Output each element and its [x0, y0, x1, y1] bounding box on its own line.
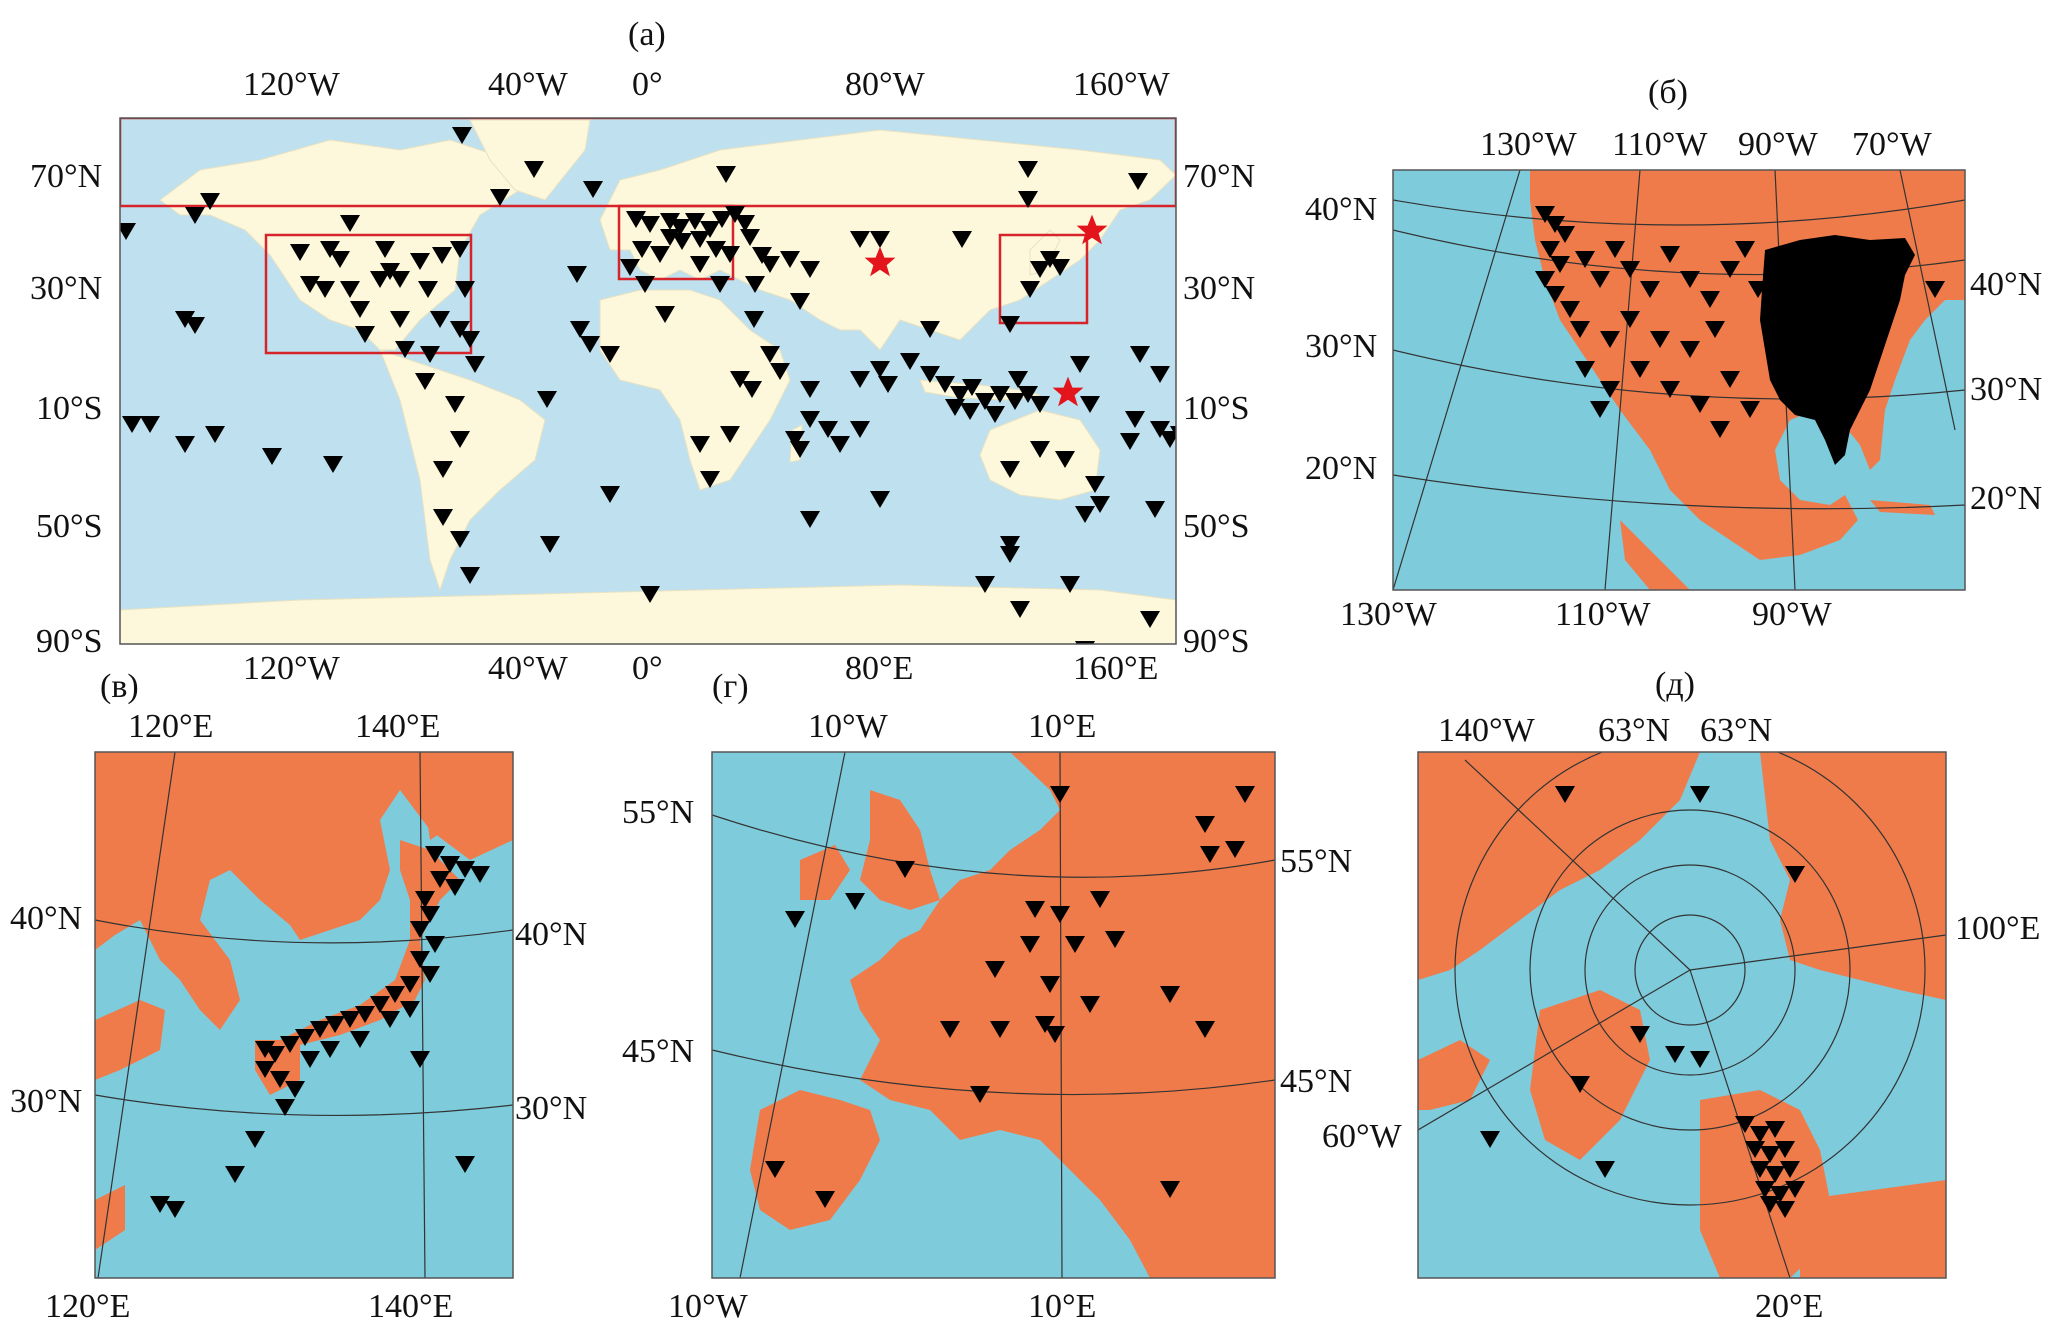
panel-a-bottom-lon-4: 80°E: [845, 650, 914, 687]
panel-c-right-lat-2: 30°N: [515, 1090, 588, 1127]
panel-a-left-lat-1: 70°N: [30, 158, 103, 195]
panel-d-top-lon-2: 10°E: [1028, 708, 1097, 745]
red-star-icon: [1052, 376, 1084, 407]
panel-a-right-lat-2: 30°N: [1183, 270, 1256, 307]
world-map: [120, 118, 1176, 644]
panel-a-right-lat-5: 90°S: [1183, 623, 1250, 660]
panel-b-left-lat-2: 30°N: [1305, 328, 1378, 365]
arctic-border: [1417, 751, 1947, 1279]
panel-c-right-lat-1: 40°N: [515, 916, 588, 953]
panel-b-top-lon-1: 130°W: [1480, 126, 1577, 163]
panel-e-top-label-3: 63°N: [1700, 712, 1773, 749]
red-star-icon: [1076, 214, 1108, 245]
panel-a-top-lon-1: 120°W: [243, 66, 340, 103]
panel-d-tag: (г): [712, 668, 749, 705]
graticule: [95, 752, 513, 1278]
panel-e-top-label-2: 63°N: [1598, 712, 1671, 749]
panel-a-right-lat-4: 50°S: [1183, 508, 1250, 545]
red-star-icon: [864, 246, 896, 277]
panel-a-right-lat-1: 70°N: [1183, 158, 1256, 195]
panel-c-top-lon-1: 120°E: [128, 708, 214, 745]
panel-a-left-lat-2: 30°N: [30, 270, 103, 307]
panel-a-bottom-lon-3: 0°: [632, 650, 663, 687]
panel-a-top-lon-3: 0°: [632, 66, 663, 103]
panel-d-right-lat-2: 45°N: [1280, 1063, 1353, 1100]
panel-b-right-lat-3: 20°N: [1970, 480, 2043, 517]
panel-a-left-lat-3: 10°S: [36, 390, 103, 427]
panel-c-bottom-lon-2: 140°E: [368, 1288, 454, 1325]
panel-d-left-lat-2: 45°N: [622, 1033, 695, 1070]
panel-e-top-label-1: 140°W: [1438, 712, 1535, 749]
region-frames: [120, 118, 1176, 355]
panel-a-left-lat-5: 90°S: [36, 623, 103, 660]
epicenter-stars: [864, 214, 1108, 407]
panel-c-bottom-lon-1: 120°E: [45, 1288, 131, 1325]
panel-b-tag: (б): [1648, 74, 1688, 111]
arctic-map: [1418, 752, 1946, 1278]
panel-a-bottom-lon-2: 40°W: [488, 650, 568, 687]
europe-map: [712, 752, 1275, 1278]
panel-b-left-lat-1: 40°N: [1305, 191, 1378, 228]
panel-e-right-lon: 100°E: [1955, 910, 2041, 947]
panel-a-left-lat-4: 50°S: [36, 508, 103, 545]
panel-e-tag: (д): [1655, 666, 1695, 703]
north-america-border: [1392, 169, 1966, 591]
europe-border: [711, 751, 1276, 1279]
landmass: [750, 752, 1275, 1278]
panel-a-bottom-lon-1: 120°W: [243, 650, 340, 687]
panel-b-top-lon-2: 110°W: [1612, 126, 1708, 163]
panel-c-left-lat-2: 30°N: [10, 1083, 83, 1120]
panel-b-right-lat-1: 40°N: [1970, 266, 2043, 303]
panel-a-top-lon-4: 80°W: [845, 66, 925, 103]
japan-border: [94, 751, 514, 1279]
continents: [120, 119, 1176, 644]
panel-b-top-lon-3: 90°W: [1738, 126, 1818, 163]
panel-e-left-lon: 60°W: [1322, 1118, 1402, 1155]
panel-a-bottom-lon-5: 160°E: [1073, 650, 1159, 687]
panel-b-left-lat-3: 20°N: [1305, 450, 1378, 487]
panel-d-right-lat-1: 55°N: [1280, 843, 1353, 880]
panel-b-bottom-lon-3: 90°W: [1752, 596, 1832, 633]
panel-a-tag: (a): [628, 16, 666, 53]
panel-b-bottom-lon-2: 110°W: [1555, 596, 1651, 633]
panel-b-right-lat-2: 30°N: [1970, 371, 2043, 408]
landmass: [1418, 752, 1946, 1278]
panel-e-bottom-lon: 20°E: [1755, 1288, 1824, 1325]
panel-d-bottom-lon-1: 10°W: [668, 1288, 748, 1325]
eastern-us-cluster: [1760, 235, 1915, 465]
panel-b-top-lon-4: 70°W: [1852, 126, 1932, 163]
japan-map: [95, 752, 513, 1278]
panel-a-right-lat-3: 10°S: [1183, 390, 1250, 427]
panel-c-tag: (в): [100, 668, 139, 705]
panel-d-top-lon-1: 10°W: [808, 708, 888, 745]
north-america-map: [1393, 170, 1965, 590]
panel-b-bottom-lon-1: 130°W: [1340, 596, 1437, 633]
panel-a-top-lon-2: 40°W: [488, 66, 568, 103]
panel-c-top-lon-2: 140°E: [355, 708, 441, 745]
panel-a-top-lon-5: 160°W: [1073, 66, 1170, 103]
panel-d-left-lat-1: 55°N: [622, 794, 695, 831]
graticule: [712, 752, 1275, 1278]
panel-c-left-lat-1: 40°N: [10, 900, 83, 937]
panel-d-bottom-lon-2: 10°E: [1028, 1288, 1097, 1325]
world-map-border: [119, 117, 1177, 645]
